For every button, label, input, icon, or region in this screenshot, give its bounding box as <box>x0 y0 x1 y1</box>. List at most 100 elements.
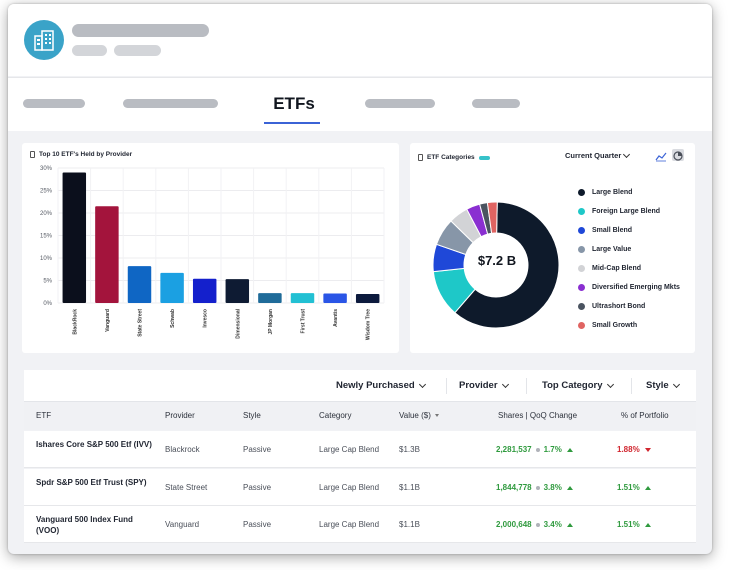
y-tick-label: 25% <box>40 189 53 195</box>
arrow-down-icon <box>644 447 651 452</box>
shares-cell: 2,281,537 1.7% <box>496 445 573 454</box>
separator-dot <box>535 447 540 452</box>
filter-label: Provider <box>459 380 498 391</box>
new-badge <box>478 155 490 160</box>
portfolio-value: 1.88% <box>617 445 640 454</box>
provider-cell: Vanguard <box>165 520 200 529</box>
table-row[interactable]: Ishares Core S&P 500 Etf (IVV) Blackrock P… <box>24 431 696 468</box>
subtitle-placeholder <box>114 45 161 56</box>
column-header-value[interactable]: Value ($) <box>399 411 439 420</box>
x-tick-label: First Trust <box>301 309 307 334</box>
categories-title: ETF Categories <box>418 154 490 161</box>
legend-item[interactable]: Foreign Large Blend <box>578 202 680 221</box>
donut-total: $7.2 B <box>477 253 517 268</box>
line-chart-toggle[interactable] <box>655 149 667 162</box>
x-tick-label: Invesco <box>203 309 209 328</box>
document-icon <box>418 154 423 161</box>
chevron-down-icon <box>623 150 631 158</box>
categories-title-text: ETF Categories <box>427 154 475 161</box>
y-tick-label: 15% <box>40 234 53 240</box>
column-header-provider[interactable]: Provider <box>165 411 195 420</box>
style-cell: Passive <box>243 520 272 529</box>
legend-item[interactable]: Large Value <box>578 240 680 259</box>
legend-label: Diversified Emerging Mkts <box>592 284 680 291</box>
portfolio-value: 1.51% <box>617 483 640 492</box>
bar[interactable] <box>95 206 119 303</box>
column-header-etf[interactable]: ETF <box>36 411 52 420</box>
company-avatar[interactable] <box>24 20 64 60</box>
tab-placeholder[interactable] <box>365 99 435 108</box>
legend-item[interactable]: Ultrashort Bond <box>578 297 680 316</box>
categories-legend: Large Blend Foreign Large Blend Small Blen… <box>578 183 680 335</box>
column-header-style[interactable]: Style <box>243 411 261 420</box>
category-cell: Large Cap Blend <box>319 445 380 454</box>
style-cell: Passive <box>243 483 272 492</box>
bar[interactable] <box>192 278 217 303</box>
bar[interactable] <box>62 172 87 304</box>
bar[interactable] <box>290 293 315 303</box>
chevron-down-icon <box>672 380 680 388</box>
bar[interactable] <box>355 294 380 303</box>
period-dropdown-label: Current Quarter <box>565 151 622 160</box>
legend-label: Mid-Cap Blend <box>592 265 641 272</box>
provider-chart-card: Top 10 ETF's Held by Provider 0% 5% 10% 15%… <box>22 143 399 353</box>
style-filter[interactable]: Style <box>646 380 680 391</box>
portfolio-cell: 1.51% <box>617 520 651 529</box>
legend-swatch <box>578 284 585 291</box>
bar[interactable] <box>323 293 347 303</box>
bar[interactable] <box>127 266 152 303</box>
legend-label: Foreign Large Blend <box>592 208 661 215</box>
table-row[interactable]: Spdr S&P 500 Etf Trust (SPY) State Street… <box>24 469 696 506</box>
tab-etfs[interactable]: ETFs <box>273 94 315 113</box>
bar[interactable] <box>258 293 282 303</box>
shares-value: 2,281,537 <box>496 445 532 454</box>
legend-item[interactable]: Large Blend <box>578 183 680 202</box>
x-tick-label: Avantis <box>333 309 339 327</box>
column-header-portfolio[interactable]: % of Portfolio <box>621 411 669 420</box>
legend-swatch <box>578 322 585 329</box>
tab-placeholder[interactable] <box>23 99 85 108</box>
subtitle-placeholder <box>72 45 107 56</box>
donut-slice[interactable] <box>486 201 498 234</box>
legend-label: Large Blend <box>592 189 633 196</box>
donut-slice[interactable] <box>454 201 560 329</box>
x-tick-label: State Street <box>138 309 144 337</box>
style-cell: Passive <box>243 445 272 454</box>
sort-down-icon[interactable] <box>434 414 439 418</box>
legend-item[interactable]: Small Blend <box>578 221 680 240</box>
y-tick-label: 20% <box>40 211 53 217</box>
pie-chart-toggle[interactable] <box>672 149 684 161</box>
bar[interactable] <box>225 279 250 303</box>
filter-label: Style <box>646 380 669 391</box>
qoq-change: 1.7% <box>543 445 562 454</box>
column-header-category[interactable]: Category <box>319 411 352 420</box>
legend-swatch <box>578 227 585 234</box>
legend-item[interactable]: Mid-Cap Blend <box>578 259 680 278</box>
legend-label: Ultrashort Bond <box>592 303 646 310</box>
table-row[interactable]: Vanguard 500 Index Fund (VOO) Vanguard Pas… <box>24 506 696 543</box>
bar[interactable] <box>160 272 184 303</box>
shares-value: 2,000,648 <box>496 520 532 529</box>
tab-placeholder[interactable] <box>472 99 520 108</box>
x-tick-label: BlackRock <box>72 309 78 335</box>
arrow-up-icon <box>644 485 651 490</box>
tab-placeholder[interactable] <box>123 99 218 108</box>
table-header: ETF Provider Style Category Value ($) Sh… <box>24 402 696 430</box>
period-dropdown[interactable]: Current Quarter <box>565 150 631 160</box>
newly-purchased-filter[interactable]: Newly Purchased <box>336 380 426 391</box>
top-category-filter[interactable]: Top Category <box>542 380 614 391</box>
categories-donut-chart <box>432 201 560 329</box>
column-header-shares[interactable]: Shares | QoQ Change <box>498 411 578 420</box>
legend-item[interactable]: Small Growth <box>578 316 680 335</box>
qoq-change: 3.8% <box>543 483 562 492</box>
header <box>8 4 712 76</box>
legend-item[interactable]: Diversified Emerging Mkts <box>578 278 680 297</box>
legend-label: Small Blend <box>592 227 633 234</box>
chevron-down-icon <box>501 380 509 388</box>
provider-filter[interactable]: Provider <box>459 380 509 391</box>
y-tick-label: 5% <box>43 279 52 285</box>
legend-label: Small Growth <box>592 322 638 329</box>
legend-swatch <box>578 189 585 196</box>
x-tick-label: Schwab <box>170 309 176 328</box>
value-cell: $1.1B <box>399 483 420 492</box>
